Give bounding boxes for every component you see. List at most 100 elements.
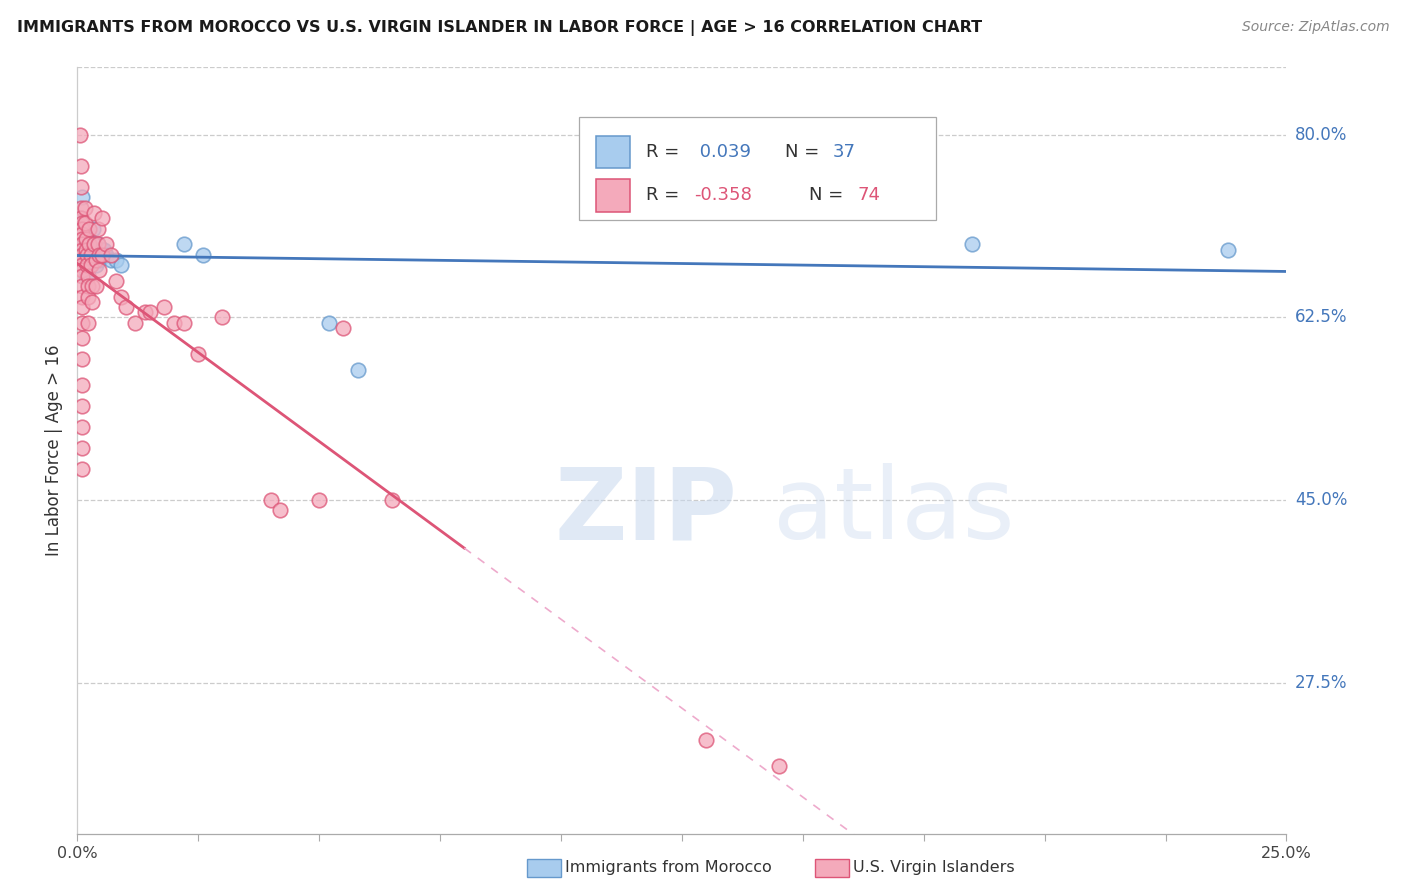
- Point: [83, 206, 105, 220]
- Point: [76, 232, 98, 246]
- Text: 37: 37: [832, 143, 856, 161]
- Point: [83, 237, 105, 252]
- Point: [308, 493, 330, 508]
- Text: 62.5%: 62.5%: [1295, 309, 1347, 326]
- Point: [77, 268, 100, 283]
- Point: [86, 237, 108, 252]
- Point: [70, 190, 93, 204]
- Point: [105, 252, 128, 267]
- Point: [139, 305, 162, 319]
- Point: [82, 221, 104, 235]
- Point: [70, 300, 93, 314]
- Point: [134, 305, 156, 319]
- Point: [70, 201, 93, 215]
- Point: [75, 258, 97, 272]
- Point: [70, 263, 93, 277]
- Point: [695, 733, 717, 747]
- Text: -0.358: -0.358: [695, 186, 752, 204]
- Text: N =: N =: [808, 186, 849, 204]
- Point: [79, 221, 101, 235]
- Point: [100, 252, 122, 267]
- Point: [70, 243, 93, 257]
- Point: [70, 441, 93, 455]
- Y-axis label: In Labor Force | Age > 16: In Labor Force | Age > 16: [45, 344, 63, 557]
- Point: [79, 248, 101, 262]
- Point: [80, 243, 103, 257]
- Point: [70, 258, 93, 272]
- Text: Immigrants from Morocco: Immigrants from Morocco: [565, 861, 772, 875]
- Point: [80, 258, 103, 272]
- Point: [1218, 243, 1240, 257]
- Point: [381, 493, 404, 508]
- Bar: [579, 117, 936, 220]
- Point: [70, 248, 93, 262]
- Point: [269, 503, 291, 517]
- Point: [70, 399, 93, 413]
- Point: [73, 237, 96, 252]
- Point: [332, 321, 354, 335]
- Point: [110, 258, 132, 272]
- Point: [87, 263, 110, 277]
- Point: [75, 243, 97, 257]
- Point: [318, 316, 340, 330]
- Point: [77, 279, 100, 293]
- Text: 27.5%: 27.5%: [1295, 673, 1347, 691]
- Point: [105, 274, 128, 288]
- Point: [191, 248, 214, 262]
- Point: [80, 248, 103, 262]
- Point: [84, 252, 107, 267]
- Point: [77, 289, 100, 303]
- Point: [70, 237, 93, 252]
- Point: [70, 211, 93, 226]
- Point: [960, 237, 983, 252]
- Point: [70, 289, 93, 303]
- Point: [90, 248, 112, 262]
- Point: [173, 316, 195, 330]
- Text: IMMIGRANTS FROM MOROCCO VS U.S. VIRGIN ISLANDER IN LABOR FORCE | AGE > 16 CORREL: IMMIGRANTS FROM MOROCCO VS U.S. VIRGIN I…: [17, 20, 981, 36]
- Point: [80, 279, 103, 293]
- Text: R =: R =: [645, 186, 685, 204]
- Bar: [596, 179, 630, 211]
- Point: [163, 316, 186, 330]
- Text: atlas: atlas: [773, 463, 1014, 560]
- Point: [70, 279, 93, 293]
- Point: [76, 248, 98, 262]
- Point: [70, 232, 93, 246]
- Point: [84, 279, 107, 293]
- Point: [96, 248, 118, 262]
- Point: [93, 243, 115, 257]
- Point: [80, 248, 103, 262]
- Point: [70, 378, 93, 392]
- Text: U.S. Virgin Islanders: U.S. Virgin Islanders: [853, 861, 1015, 875]
- Point: [70, 221, 93, 235]
- Point: [77, 263, 100, 277]
- Text: ZIP: ZIP: [555, 463, 738, 560]
- Point: [77, 316, 100, 330]
- Point: [260, 493, 283, 508]
- Point: [73, 232, 96, 246]
- Text: N =: N =: [785, 143, 825, 161]
- Point: [70, 211, 93, 226]
- Text: R =: R =: [645, 143, 685, 161]
- Point: [79, 258, 101, 272]
- Point: [70, 461, 93, 475]
- Point: [96, 237, 118, 252]
- Point: [70, 217, 93, 231]
- Point: [70, 352, 93, 367]
- Point: [73, 201, 96, 215]
- Point: [90, 211, 112, 226]
- Point: [90, 243, 112, 257]
- Point: [86, 237, 108, 252]
- Point: [75, 268, 97, 283]
- Point: [173, 237, 195, 252]
- Point: [84, 258, 107, 272]
- Point: [76, 258, 98, 272]
- Point: [75, 263, 97, 277]
- Point: [70, 316, 93, 330]
- Point: [75, 232, 97, 246]
- Point: [87, 248, 110, 262]
- Point: [72, 248, 94, 262]
- Point: [73, 248, 96, 262]
- Point: [211, 310, 233, 325]
- Point: [187, 347, 209, 361]
